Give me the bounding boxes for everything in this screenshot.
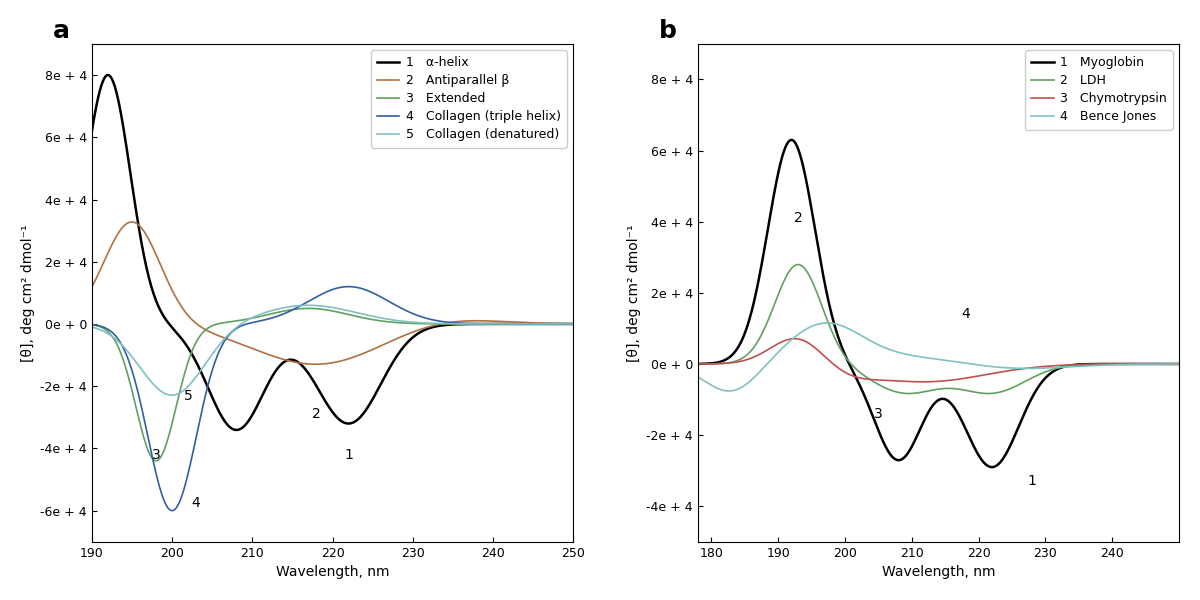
Text: a: a (53, 19, 71, 43)
Text: 3: 3 (151, 448, 161, 461)
Legend: 1   Myoglobin, 2   LDH, 3   Chymotrypsin, 4   Bence Jones: 1 Myoglobin, 2 LDH, 3 Chymotrypsin, 4 Be… (1025, 50, 1172, 130)
Y-axis label: [θ], deg cm² dmol⁻¹: [θ], deg cm² dmol⁻¹ (20, 224, 35, 362)
Text: 2: 2 (793, 211, 803, 225)
X-axis label: Wavelength, nm: Wavelength, nm (276, 565, 389, 579)
Text: 3: 3 (874, 407, 883, 421)
Text: 2: 2 (312, 407, 320, 421)
Text: 4: 4 (192, 496, 200, 510)
Text: 5: 5 (184, 389, 192, 403)
Text: b: b (659, 19, 677, 43)
Y-axis label: [θ], deg cm² dmol⁻¹: [θ], deg cm² dmol⁻¹ (626, 224, 641, 362)
Text: 1: 1 (1027, 475, 1037, 488)
Legend: 1   α-helix, 2   Antiparallel β, 3   Extended, 4   Collagen (triple helix), 5   : 1 α-helix, 2 Antiparallel β, 3 Extended,… (371, 50, 566, 148)
X-axis label: Wavelength, nm: Wavelength, nm (882, 565, 995, 579)
Text: 4: 4 (961, 307, 970, 321)
Text: 1: 1 (344, 448, 353, 461)
